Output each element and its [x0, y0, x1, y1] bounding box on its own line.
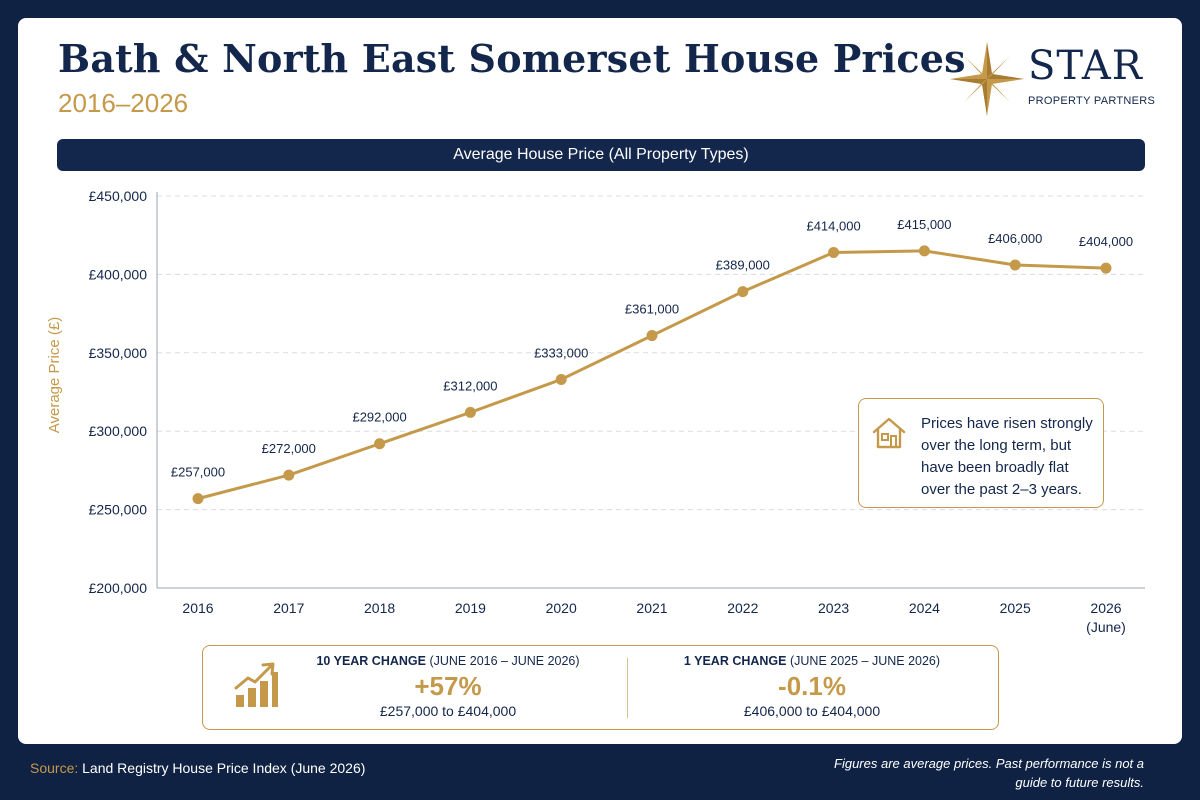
- source-text: Land Registry House Price Index (June 20…: [82, 760, 366, 776]
- brand-logo: STAR PROPERTY PARTNERS: [948, 40, 1155, 120]
- callout-line: over the past 2–3 years.: [921, 481, 1082, 498]
- y-axis-label: Average Price (£): [46, 317, 63, 433]
- source-label: Source:: [30, 760, 79, 776]
- brand-name: STAR: [1028, 43, 1143, 89]
- one-year-heading: 1 YEAR CHANGE: [683, 654, 787, 668]
- one-year-range: £406,000 to £404,000: [743, 703, 881, 719]
- y-tick-label: £400,000: [89, 266, 148, 282]
- data-label: £406,000: [988, 231, 1042, 246]
- data-label: £292,000: [352, 410, 406, 425]
- x-tick-label: 2022: [727, 600, 758, 616]
- data-point: [464, 406, 476, 418]
- disclaimer: Figures are average prices. Past perform…: [834, 756, 1144, 790]
- y-tick-label: £350,000: [89, 345, 148, 361]
- one-year-change: 1 YEAR CHANGE (JUNE 2025 – JUNE 2026) -0…: [626, 654, 998, 719]
- page-subtitle: 2016–2026: [58, 88, 189, 118]
- data-point: [1009, 259, 1021, 271]
- brand-tagline: PROPERTY PARTNERS: [1028, 95, 1156, 107]
- x-tick-label: 2016: [182, 600, 213, 616]
- data-point: [283, 469, 295, 481]
- x-tick-label: 2019: [455, 600, 486, 616]
- insight-callout: Prices have risen strongly over the long…: [858, 398, 1104, 508]
- y-tick-label: £200,000: [89, 580, 148, 596]
- data-label: £361,000: [625, 302, 679, 317]
- x-tick-label: 2023: [818, 600, 849, 616]
- x-tick-label: 2024: [909, 600, 940, 616]
- data-point: [192, 493, 204, 505]
- data-label: £257,000: [171, 465, 225, 480]
- y-tick-label: £450,000: [89, 188, 148, 204]
- house-icon: [872, 417, 906, 449]
- ten-year-range: £257,000 to £404,000: [379, 703, 517, 719]
- data-point: [646, 330, 658, 342]
- change-summary: 10 YEAR CHANGE (JUNE 2016 – JUNE 2026) +…: [202, 645, 999, 730]
- callout-line: Prices have risen strongly: [921, 415, 1093, 432]
- data-point: [555, 373, 567, 385]
- y-tick-label: £250,000: [89, 502, 148, 518]
- data-label: £414,000: [806, 218, 860, 233]
- data-point: [918, 245, 930, 257]
- page-title: Bath & North East Somerset House Prices: [58, 36, 966, 81]
- chart-title: Average House Price (All Property Types): [57, 139, 1145, 171]
- data-point: [828, 246, 840, 258]
- ten-year-heading: 10 YEAR CHANGE: [316, 654, 426, 668]
- data-label: £272,000: [262, 441, 316, 456]
- ten-year-value: +57%: [414, 671, 482, 701]
- x-tick-sublabel: (June): [1086, 619, 1126, 635]
- callout-line: have been broadly flat: [921, 459, 1069, 476]
- source-note: Source: Land Registry House Price Index …: [30, 760, 365, 776]
- data-label: £415,000: [897, 217, 951, 232]
- data-label: £333,000: [534, 345, 588, 360]
- y-tick-label: £300,000: [89, 423, 148, 439]
- x-tick-label: 2018: [364, 600, 395, 616]
- ten-year-period: (JUNE 2016 – JUNE 2026): [429, 654, 580, 668]
- growth-chart-icon: [234, 662, 278, 707]
- data-point: [737, 286, 749, 298]
- x-tick-label: 2021: [636, 600, 667, 616]
- stats-divider: [627, 658, 628, 718]
- data-label: £312,000: [443, 378, 497, 393]
- x-tick-label: 2017: [273, 600, 304, 616]
- x-tick-label: 2020: [546, 600, 577, 616]
- x-tick-label: 2026: [1090, 600, 1121, 616]
- callout-text: Prices have risen strongly over the long…: [921, 413, 1099, 501]
- one-year-period: (JUNE 2025 – JUNE 2026): [789, 654, 941, 668]
- compass-star-icon: [950, 42, 1024, 116]
- x-tick-label: 2025: [1000, 600, 1031, 616]
- data-point: [1100, 262, 1112, 274]
- data-label: £404,000: [1079, 234, 1133, 249]
- ten-year-change: 10 YEAR CHANGE (JUNE 2016 – JUNE 2026) +…: [298, 654, 598, 719]
- data-point: [374, 438, 386, 450]
- one-year-value: -0.1%: [778, 671, 846, 701]
- data-label: £389,000: [716, 258, 770, 273]
- callout-line: over the long term, but: [921, 437, 1072, 454]
